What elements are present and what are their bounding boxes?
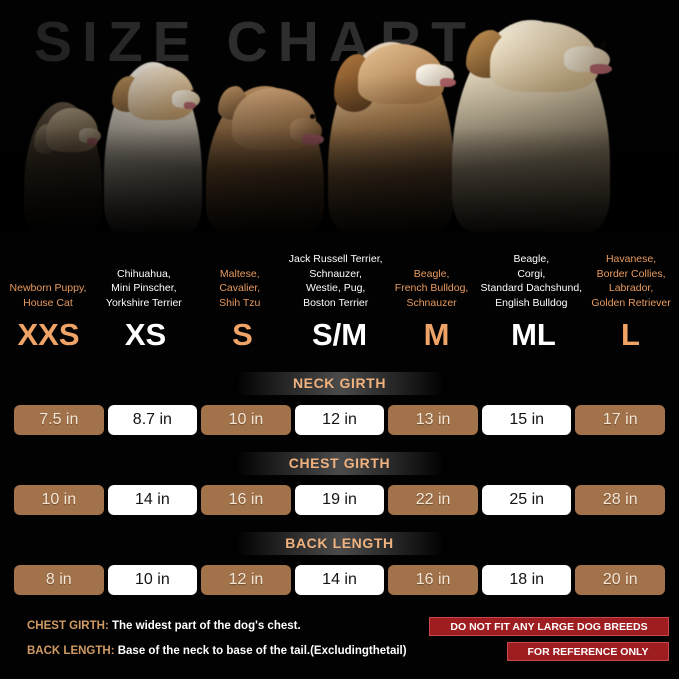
breed-label: Corgi, — [517, 267, 546, 280]
breed-label: Mini Pinscher, — [111, 282, 177, 294]
neck-girth-section: NECK GIRTH 7.5 in 8.7 in 10 in 12 in 13 in 15… — [0, 372, 679, 435]
breed-label: Labrador, — [608, 282, 654, 294]
back-length-note-label: BACK LENGTH: — [27, 645, 115, 657]
breed-label: House Cat — [23, 296, 73, 309]
breed-label: Yorkshire Terrier — [105, 296, 182, 309]
size-label-s: S — [232, 316, 253, 352]
size-label-s-m: S/M — [311, 316, 368, 352]
neck-girth-cell: 8.7 in — [107, 405, 198, 435]
breed-label: Cavalier, — [219, 282, 261, 294]
chest-girth-cell: 16 in — [201, 485, 291, 515]
back-length-cell: 16 in — [388, 565, 478, 595]
breed-column-s-m: Jack Russell Terrier, Schnauzer, Westie, P… — [288, 228, 384, 310]
breed-column-ml: Beagle, Corgi, Standard Dachshund, English … — [480, 228, 584, 310]
breed-label: Shih Tzu — [219, 296, 261, 309]
labrador-photo — [452, 20, 612, 232]
dog-tongue-icon — [302, 134, 324, 145]
breed-label: Golden Retriever — [591, 296, 671, 309]
neck-girth-cell: 12 in — [294, 405, 385, 435]
dog-tongue-icon — [87, 138, 98, 145]
breed-label: Chihuahua, — [117, 267, 171, 280]
breed-label: Schnauzer — [406, 296, 457, 309]
neck-girth-cell: 15 in — [481, 405, 572, 435]
chest-girth-cell: 19 in — [294, 485, 385, 515]
chest-girth-cell: 10 in — [14, 485, 104, 515]
breed-label: Standard Dachshund, — [480, 282, 583, 294]
breed-column-m: Beagle, French Bulldog, Schnauzer — [384, 228, 480, 310]
chest-girth-cell: 25 in — [481, 485, 572, 515]
breed-label: Schnauzer, — [309, 267, 362, 280]
size-label-xs: XS — [124, 316, 167, 352]
back-length-cell: 10 in — [107, 565, 198, 595]
dog-eye-icon — [600, 42, 606, 48]
breed-column-xxs: Newborn Puppy, House Cat — [0, 228, 96, 310]
breed-label: Jack Russell Terrier, — [288, 253, 383, 265]
chest-girth-section: CHEST GIRTH 10 in 14 in 16 in 19 in 22 in 25 … — [0, 452, 679, 515]
breed-examples-row: Newborn Puppy, House Cat Chihuahua, Mini Pi… — [0, 228, 679, 310]
dog-tongue-icon — [590, 64, 612, 74]
breed-label: Westie, Pug, — [306, 282, 366, 294]
back-length-note: BACK LENGTH: Base of the neck to base of… — [27, 645, 407, 657]
chest-girth-header: CHEST GIRTH — [234, 452, 445, 475]
back-length-header: BACK LENGTH — [234, 532, 445, 555]
chest-girth-cell: 28 in — [575, 485, 666, 515]
jack-russell-terrier-photo — [104, 62, 202, 232]
breed-column-s: Maltese, Cavalier, Shih Tzu — [192, 228, 288, 310]
neck-girth-values: 7.5 in 8.7 in 10 in 12 in 13 in 15 in 17 in — [0, 405, 679, 435]
breed-label: Border Collies, — [596, 267, 666, 280]
dog-photo-band — [0, 0, 679, 232]
chest-girth-note-label: CHEST GIRTH: — [27, 620, 109, 632]
back-length-cell: 8 in — [14, 565, 104, 595]
size-labels-row: XXS XS S S/M M ML L — [0, 312, 679, 356]
beagle-photo — [328, 42, 456, 232]
size-label-l: L — [621, 316, 640, 352]
footer-notes: CHEST GIRTH: The widest part of the dog'… — [0, 612, 679, 679]
neck-girth-cell: 7.5 in — [14, 405, 104, 435]
chest-girth-note: CHEST GIRTH: The widest part of the dog'… — [27, 620, 301, 632]
french-bulldog-photo — [206, 86, 324, 232]
breed-label: Maltese, — [219, 267, 260, 280]
neck-girth-cell: 10 in — [201, 405, 291, 435]
neck-girth-cell: 13 in — [388, 405, 478, 435]
size-label-xxs: XXS — [17, 316, 80, 352]
back-length-values: 8 in 10 in 12 in 14 in 16 in 18 in 20 in — [0, 565, 679, 595]
breed-label: Beagle, — [513, 253, 550, 265]
back-length-section: BACK LENGTH 8 in 10 in 12 in 14 in 16 in 18 i… — [0, 532, 679, 595]
yorkshire-terrier-photo — [24, 102, 102, 232]
chest-girth-cell: 22 in — [388, 485, 478, 515]
neck-girth-cell: 17 in — [575, 405, 666, 435]
breed-label: Havanese, — [605, 253, 657, 265]
breed-label: Newborn Puppy, — [9, 282, 87, 294]
breed-label: Beagle, — [413, 267, 450, 280]
breed-label: Boston Terrier — [303, 296, 369, 309]
chest-girth-values: 10 in 14 in 16 in 19 in 22 in 25 in 28 in — [0, 485, 679, 515]
breed-column-l: Havanese, Border Collies, Labrador, Golden … — [583, 228, 679, 310]
breed-label: French Bulldog, — [394, 282, 469, 294]
chest-girth-cell: 14 in — [107, 485, 198, 515]
size-label-ml: ML — [511, 316, 556, 352]
dog-tongue-icon — [184, 102, 196, 109]
size-label-m: M — [423, 316, 450, 352]
chest-girth-note-text: The widest part of the dog's chest. — [111, 620, 301, 632]
dog-tongue-icon — [440, 78, 456, 87]
back-length-cell: 18 in — [481, 565, 572, 595]
back-length-note-text: Base of the neck to base of the tail.(Ex… — [117, 645, 407, 657]
back-length-cell: 14 in — [294, 565, 385, 595]
breed-label: English Bulldog — [495, 296, 568, 309]
back-length-cell: 20 in — [575, 565, 666, 595]
reference-only-badge: FOR REFERENCE ONLY — [507, 642, 669, 661]
large-breed-warning-badge: DO NOT FIT ANY LARGE DOG BREEDS — [429, 617, 669, 636]
breed-column-xs: Chihuahua, Mini Pinscher, Yorkshire Terrie… — [96, 228, 192, 310]
back-length-cell: 12 in — [201, 565, 291, 595]
neck-girth-header: NECK GIRTH — [234, 372, 445, 395]
